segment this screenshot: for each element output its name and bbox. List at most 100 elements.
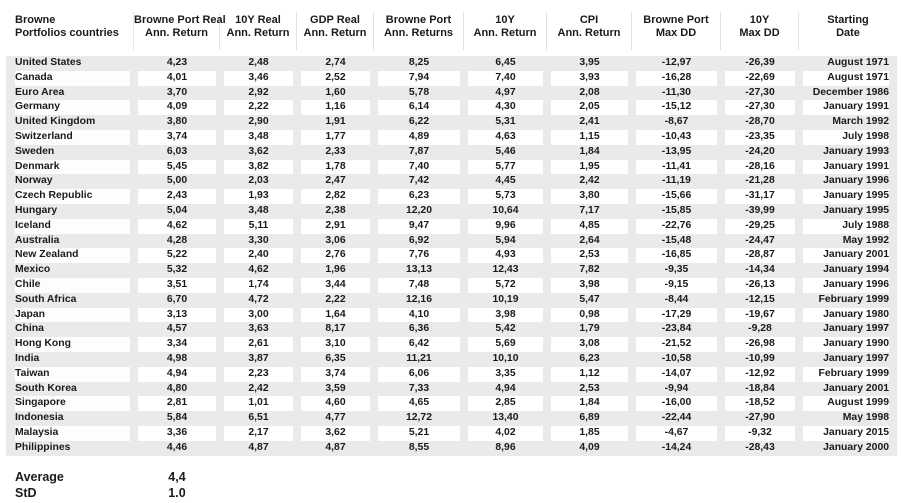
column-header: GDP Real Ann. Return [297,12,374,50]
value-cell: -18,52 [721,396,799,412]
value-cell: -27,30 [721,100,799,116]
starting-date-cell: August 1971 [827,57,889,68]
value-cell: 4,87 [248,441,269,453]
value-cell: 4,77 [325,412,346,424]
starting-date-cell: July 1988 [799,218,897,234]
value-cell: -28,16 [721,159,799,175]
value-cell: 3,30 [248,234,269,246]
value-cell: 5,00 [166,175,188,187]
value-cell: 2,82 [297,189,374,204]
value-cell: 7,48 [374,277,464,293]
value-cell: 4,62 [248,264,269,276]
column-header: Browne Port Max DD [632,12,721,50]
value-cell: -15,48 [661,234,692,246]
country-cell: Singapore [6,396,134,412]
value-cell: 2,08 [579,86,600,98]
value-cell: 4,94 [134,366,220,382]
value-cell: -16,28 [632,70,721,86]
value-cell: 5,21 [374,425,464,441]
value-cell: -26,39 [745,57,775,68]
value-cell: 2,47 [325,175,346,187]
value-cell: 1,60 [325,86,346,98]
value-cell: -9,35 [664,264,689,276]
table-row: Iceland 4,62 5,11 2,91 9,47 9,96 4,85 -22,76 -29… [6,218,897,234]
country-cell: Czech Republic [6,189,134,204]
table-row: South Africa 6,70 4,72 2,22 12,16 10,19 5,47 -8… [6,293,897,308]
value-cell: -31,17 [721,189,799,204]
value-cell: 1,95 [547,159,632,175]
value-cell: -14,34 [745,264,775,276]
value-cell: -4,67 [632,425,721,441]
value-cell: 2,40 [220,248,297,264]
value-cell: -12,15 [745,293,775,305]
value-cell: 4,94 [495,382,516,394]
value-cell: 7,94 [374,70,464,86]
value-cell: 3,87 [248,352,269,364]
table-row: Canada 4,01 3,46 2,52 7,94 7,40 3,93 -16,28 -22,… [6,70,897,86]
table-row: Malaysia 3,36 2,17 3,62 5,21 4,02 1,85 -4,67 -9,… [6,425,897,441]
table-row: New Zealand 5,22 2,40 2,76 7,76 4,93 2,53 -16,8… [6,248,897,264]
value-cell: 7,87 [408,145,430,157]
value-cell: -11,30 [662,86,691,98]
value-cell: 2,42 [248,382,269,394]
value-cell: 12,72 [405,412,432,424]
value-cell: 8,17 [325,323,346,335]
value-cell: 4,09 [579,441,600,453]
value-cell: 5,32 [166,264,188,276]
value-cell: -10,43 [632,129,721,145]
browne-portfolios-table: Browne Portfolios countries Browne Port Re… [6,0,897,501]
value-cell: 8,25 [408,57,430,68]
value-cell: 3,62 [248,145,269,157]
value-cell: 3,74 [134,129,220,145]
value-cell: 2,33 [325,145,346,157]
table-row: United Kingdom 3,80 2,90 1,91 6,22 5,31 2,41 -8… [6,115,897,130]
value-cell: 6,70 [166,293,188,305]
value-cell: -21,52 [632,337,721,352]
value-cell: 5,72 [464,277,547,293]
country-cell: Switzerland [6,129,134,145]
value-cell: 2,48 [248,57,269,68]
value-cell: 2,52 [297,70,374,86]
starting-date-cell: January 2001 [799,248,897,264]
value-cell: 8,55 [408,441,430,453]
value-cell: 3,10 [297,337,374,352]
column-header: Browne Port Ann. Returns [374,12,464,50]
value-cell: 7,40 [374,159,464,175]
value-cell: 3,95 [579,57,600,68]
value-cell: 3,93 [547,70,632,86]
value-cell: 12,16 [405,293,432,305]
value-cell: -27,30 [745,86,775,98]
value-cell: 13,13 [405,264,432,276]
value-cell: 3,13 [134,307,220,323]
value-cell: -26,98 [721,337,799,352]
country-cell: Iceland [6,218,134,234]
value-cell: 7,76 [374,248,464,264]
country-cell: Malaysia [6,425,134,441]
value-cell: 5,77 [464,159,547,175]
value-cell: 2,74 [325,57,346,68]
value-cell: 2,22 [220,100,297,116]
table-row: China 4,57 3,63 8,17 6,36 5,42 1,79 -23,84 -9,28… [6,322,897,337]
value-cell: 2,03 [248,175,269,187]
value-cell: 5,42 [495,323,516,335]
starting-date-cell: January 1995 [823,204,889,216]
value-cell: 1,15 [547,129,632,145]
value-cell: 6,14 [374,100,464,116]
value-cell: 4,57 [166,323,188,335]
value-cell: 4,93 [464,248,547,264]
value-cell: 6,92 [408,234,430,246]
value-cell: -16,85 [632,248,721,264]
value-cell: 10,19 [492,293,519,305]
value-cell: -23,84 [661,323,692,335]
starting-date-cell: January 1994 [823,264,889,276]
value-cell: -9,94 [664,382,689,394]
value-cell: -13,95 [661,145,692,157]
country-cell: Chile [6,277,134,293]
value-cell: 4,72 [248,293,269,305]
value-cell: 6,06 [374,366,464,382]
value-cell: 12,20 [405,204,432,216]
value-cell: 4,65 [374,396,464,412]
value-cell: 7,42 [408,175,430,187]
value-cell: 2,23 [220,366,297,382]
value-cell: 7,17 [579,204,600,216]
